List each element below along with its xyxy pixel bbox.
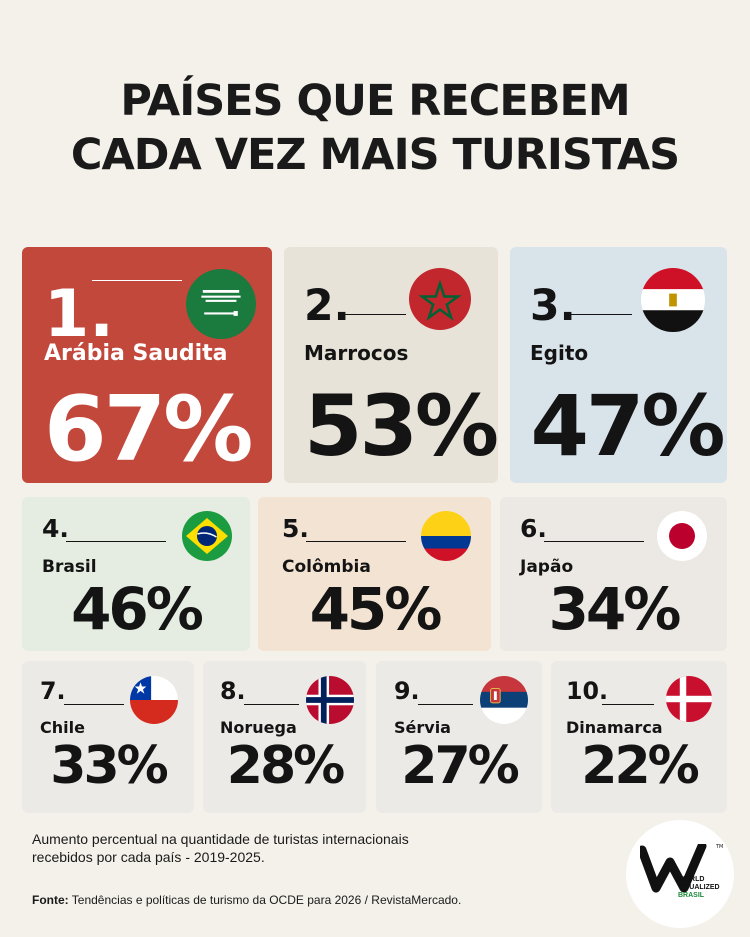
rank-number: 9. bbox=[394, 677, 420, 706]
serbia-flag-icon bbox=[480, 676, 528, 724]
brand-logo: TM WORLD VISUALIZED BRASIL bbox=[626, 820, 734, 928]
egypt-flag-icon bbox=[641, 268, 705, 332]
country-card: 9. Sérvia 27% bbox=[376, 661, 542, 813]
colombia-flag-icon bbox=[421, 511, 471, 561]
country-card: 2. Marrocos 53% bbox=[284, 247, 498, 483]
rank-number: 4. bbox=[42, 514, 69, 543]
divider-line bbox=[66, 541, 166, 542]
country-card: 10. Dinamarca 22% bbox=[551, 661, 727, 813]
percentage-value: 46% bbox=[71, 575, 204, 643]
japan-flag-icon bbox=[657, 511, 707, 561]
country-card: 1. Arábia Saudita 67% bbox=[22, 247, 272, 483]
chile-flag-icon bbox=[130, 676, 178, 724]
country-name: Colômbia bbox=[282, 557, 371, 577]
trademark: TM bbox=[716, 844, 724, 850]
country-name: Sérvia bbox=[394, 718, 451, 737]
percentage-value: 27% bbox=[401, 736, 519, 796]
divider-line bbox=[568, 314, 632, 315]
country-name: Arábia Saudita bbox=[44, 341, 228, 366]
country-card: 6. Japão 34% bbox=[500, 497, 727, 651]
denmark-flag-icon bbox=[666, 676, 712, 722]
morocco-flag-icon bbox=[409, 268, 471, 330]
country-card: 7. Chile 33% bbox=[22, 661, 194, 813]
percentage-value: 53% bbox=[304, 377, 498, 475]
page-title: PAÍSES QUE RECEBEM CADA VEZ MAIS TURISTA… bbox=[0, 74, 750, 182]
rank-number: 1. bbox=[44, 276, 114, 352]
footnote: Aumento percentual na quantidade de turi… bbox=[32, 831, 409, 865]
divider-line bbox=[64, 704, 124, 705]
divider-line bbox=[244, 704, 299, 705]
country-name: Japão bbox=[520, 557, 574, 577]
country-name: Noruega bbox=[220, 718, 297, 737]
source-note: Fonte: Tendências e políticas de turismo… bbox=[32, 892, 592, 908]
country-card: 5. Colômbia 45% bbox=[258, 497, 491, 651]
source-text: Tendências e políticas de turismo da OCD… bbox=[71, 893, 462, 907]
brand-mark-icon bbox=[640, 844, 707, 893]
source-label: Fonte: bbox=[32, 893, 69, 907]
brand-line-3: BRASIL bbox=[678, 892, 705, 899]
country-name: Dinamarca bbox=[566, 718, 663, 737]
country-card: 8. Noruega 28% bbox=[203, 661, 366, 813]
brand-line-2: VISUALIZED bbox=[678, 884, 720, 891]
country-name: Brasil bbox=[42, 557, 97, 577]
title-line-2: CADA VEZ MAIS TURISTAS bbox=[70, 130, 680, 180]
rank-number: 8. bbox=[220, 677, 246, 706]
percentage-value: 33% bbox=[50, 736, 168, 796]
title-line-1: PAÍSES QUE RECEBEM bbox=[120, 76, 630, 126]
divider-line bbox=[544, 541, 644, 542]
brand-name: WORLD VISUALIZED BRASIL bbox=[678, 876, 720, 900]
saudi-arabia-flag-icon bbox=[186, 269, 256, 339]
divider-line bbox=[418, 704, 473, 705]
rank-number: 2. bbox=[304, 281, 350, 331]
divider-line bbox=[602, 704, 654, 705]
rank-number: 3. bbox=[530, 281, 576, 331]
divider-line bbox=[342, 314, 406, 315]
country-name: Marrocos bbox=[304, 341, 409, 365]
country-card: 4. Brasil 46% bbox=[22, 497, 250, 651]
norway-flag-icon bbox=[306, 676, 354, 724]
rank-number: 5. bbox=[282, 514, 309, 543]
rank-number: 10. bbox=[566, 677, 609, 706]
country-card: 3. Egito 47% bbox=[510, 247, 727, 483]
percentage-value: 67% bbox=[44, 377, 253, 482]
percentage-value: 34% bbox=[548, 575, 682, 643]
percentage-value: 45% bbox=[309, 575, 443, 643]
divider-line bbox=[92, 280, 182, 281]
brazil-flag-icon bbox=[182, 511, 232, 561]
rank-number: 7. bbox=[40, 677, 66, 706]
percentage-value: 28% bbox=[226, 736, 345, 796]
country-name: Chile bbox=[40, 718, 85, 737]
country-name: Egito bbox=[530, 341, 589, 365]
rank-number: 6. bbox=[520, 514, 547, 543]
percentage-value: 47% bbox=[530, 377, 725, 475]
divider-line bbox=[306, 541, 406, 542]
brand-line-1: WORLD bbox=[678, 876, 705, 883]
percentage-value: 22% bbox=[581, 736, 699, 796]
